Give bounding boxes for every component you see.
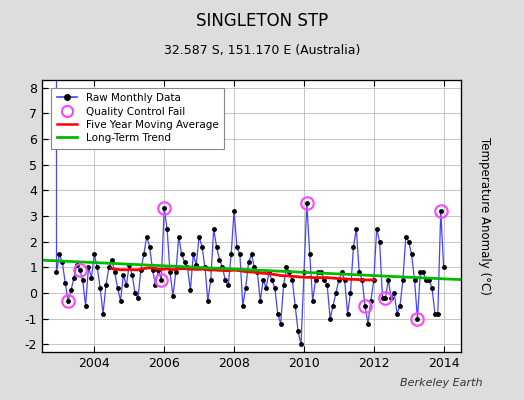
Text: Berkeley Earth: Berkeley Earth: [400, 378, 482, 388]
Y-axis label: Temperature Anomaly (°C): Temperature Anomaly (°C): [478, 137, 491, 295]
Legend: Raw Monthly Data, Quality Control Fail, Five Year Moving Average, Long-Term Tren: Raw Monthly Data, Quality Control Fail, …: [51, 88, 224, 149]
Text: SINGLETON STP: SINGLETON STP: [196, 12, 328, 30]
Text: 32.587 S, 151.170 E (Australia): 32.587 S, 151.170 E (Australia): [164, 44, 360, 57]
